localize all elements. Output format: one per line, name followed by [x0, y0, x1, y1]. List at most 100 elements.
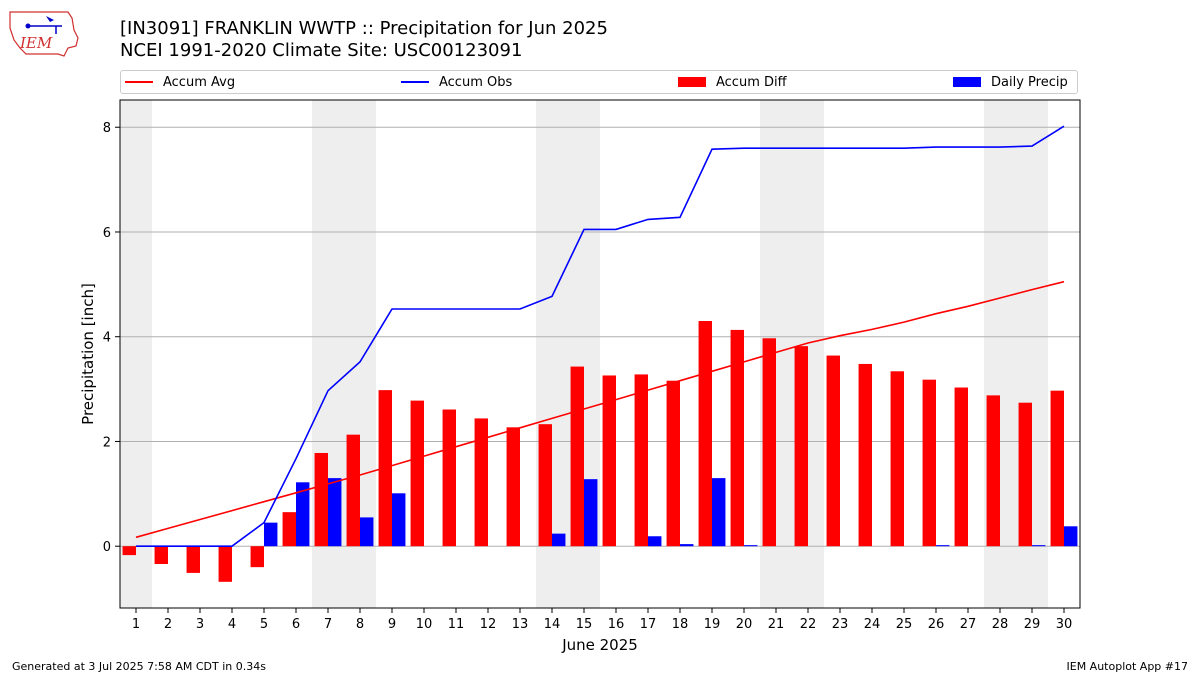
iem-logo: IEM [9, 11, 79, 57]
legend-swatch-accum-diff [678, 77, 706, 87]
x-tick-label-23: 23 [832, 617, 849, 632]
x-tick-label-26: 26 [928, 617, 945, 632]
accum-diff-bar-5 [250, 546, 264, 568]
accum-diff-bar-3 [186, 546, 200, 573]
footer-generated-text: Generated at 3 Jul 2025 7:58 AM CDT in 0… [12, 660, 266, 673]
daily-precip-bar-15 [584, 479, 598, 547]
accum-diff-bar-12 [474, 418, 488, 547]
x-tick-label-6: 6 [292, 617, 300, 632]
accum-avg-line [135, 280, 1065, 539]
x-tick-label-25: 25 [896, 617, 913, 632]
accum-diff-bar-23 [826, 355, 840, 547]
x-tick-label-28: 28 [992, 617, 1009, 632]
x-tick-label-13: 13 [512, 617, 529, 632]
y-tick-label-0: 0 [103, 540, 111, 555]
accum-diff-bar-19 [698, 321, 712, 547]
x-tick-label-2: 2 [164, 617, 172, 632]
accum-diff-bar-21 [762, 338, 776, 547]
y-tick-label-2: 2 [103, 435, 111, 450]
accum-diff-bar-2 [154, 546, 168, 565]
y-tick-label-8: 8 [103, 121, 111, 136]
daily-precip-bar-9 [392, 493, 406, 547]
weekend-band-1 [120, 100, 152, 608]
daily-precip-bar-29 [1032, 545, 1046, 547]
daily-precip-bar-8 [360, 517, 374, 547]
x-tick-label-14: 14 [544, 617, 561, 632]
x-tick-label-17: 17 [640, 617, 657, 632]
x-tick-label-11: 11 [448, 617, 465, 632]
accum-obs-line [136, 125, 1065, 548]
daily-precip-bar-5 [264, 522, 278, 547]
chart-legend: Accum Avg Accum Obs Accum Diff Daily Pre… [120, 70, 1078, 94]
legend-item-daily-precip: Daily Precip [953, 71, 1068, 93]
accum-diff-bar-26 [922, 379, 936, 547]
x-tick-label-18: 18 [672, 617, 689, 632]
x-tick-label-1: 1 [132, 617, 140, 632]
x-tick-label-30: 30 [1056, 617, 1073, 632]
footer-app-text: IEM Autoplot App #17 [1066, 660, 1189, 673]
chart-subtitle: NCEI 1991-2020 Climate Site: USC00123091 [120, 40, 523, 61]
legend-swatch-daily-precip [953, 77, 981, 87]
y-axis-label: Precipitation [inch] [79, 283, 97, 425]
x-tick-label-24: 24 [864, 617, 881, 632]
x-tick-label-3: 3 [196, 617, 204, 632]
x-tick-label-10: 10 [416, 617, 433, 632]
legend-swatch-accum-obs [401, 81, 429, 83]
accum-diff-bar-8 [346, 434, 360, 547]
chart-title: [IN3091] FRANKLIN WWTP :: Precipitation … [120, 18, 608, 39]
svg-text:IEM: IEM [19, 34, 53, 52]
legend-label-daily-precip: Daily Precip [991, 74, 1068, 90]
plot-frame [119, 99, 1081, 609]
accum-diff-bar-20 [730, 329, 744, 547]
x-tick-label-9: 9 [388, 617, 396, 632]
x-axis-label: June 2025 [561, 636, 638, 654]
y-tick-label-6: 6 [103, 226, 111, 241]
accum-diff-bar-13 [506, 427, 520, 547]
accum-diff-bar-29 [1018, 402, 1032, 547]
x-tick-label-8: 8 [356, 617, 364, 632]
daily-precip-bar-17 [648, 536, 662, 547]
y-tick-label-4: 4 [103, 331, 111, 346]
x-tick-label-4: 4 [228, 617, 236, 632]
accum-diff-bar-17 [634, 374, 648, 547]
accum-diff-bar-16 [602, 375, 616, 547]
legend-label-accum-avg: Accum Avg [163, 74, 236, 90]
x-tick-label-29: 29 [1024, 617, 1041, 632]
legend-item-accum-diff: Accum Diff [678, 71, 787, 93]
legend-label-accum-diff: Accum Diff [716, 74, 787, 90]
accum-diff-bar-15 [570, 366, 584, 547]
x-tick-label-27: 27 [960, 617, 977, 632]
daily-precip-bar-26 [936, 545, 950, 547]
accum-diff-bar-6 [282, 512, 296, 547]
x-tick-label-22: 22 [800, 617, 817, 632]
accum-diff-bar-22 [794, 346, 808, 547]
legend-item-accum-avg: Accum Avg [125, 71, 235, 93]
x-tick-label-7: 7 [324, 617, 332, 632]
legend-label-accum-obs: Accum Obs [439, 74, 513, 90]
x-tick-label-12: 12 [480, 617, 497, 632]
daily-precip-bar-30 [1064, 526, 1078, 547]
accum-diff-bar-25 [890, 371, 904, 547]
accum-diff-bar-27 [954, 387, 968, 547]
accum-diff-bar-30 [1050, 390, 1064, 547]
x-tick-label-15: 15 [576, 617, 593, 632]
daily-precip-bar-6 [296, 482, 310, 547]
x-tick-label-20: 20 [736, 617, 753, 632]
daily-precip-bar-14 [552, 533, 566, 547]
daily-precip-bar-20 [744, 545, 758, 547]
legend-swatch-accum-avg [125, 81, 153, 83]
accum-diff-bar-24 [858, 363, 872, 547]
daily-precip-bar-7 [328, 478, 342, 547]
legend-item-accum-obs: Accum Obs [401, 71, 512, 93]
accum-diff-bar-11 [442, 409, 456, 547]
x-tick-label-19: 19 [704, 617, 721, 632]
daily-precip-bar-18 [680, 544, 694, 547]
accum-diff-bar-1 [122, 546, 136, 556]
x-tick-label-5: 5 [260, 617, 268, 632]
accum-diff-bar-10 [410, 400, 424, 547]
accum-diff-bar-14 [538, 424, 552, 547]
daily-precip-bar-19 [712, 478, 726, 547]
x-tick-label-21: 21 [768, 617, 785, 632]
x-tick-label-16: 16 [608, 617, 625, 632]
